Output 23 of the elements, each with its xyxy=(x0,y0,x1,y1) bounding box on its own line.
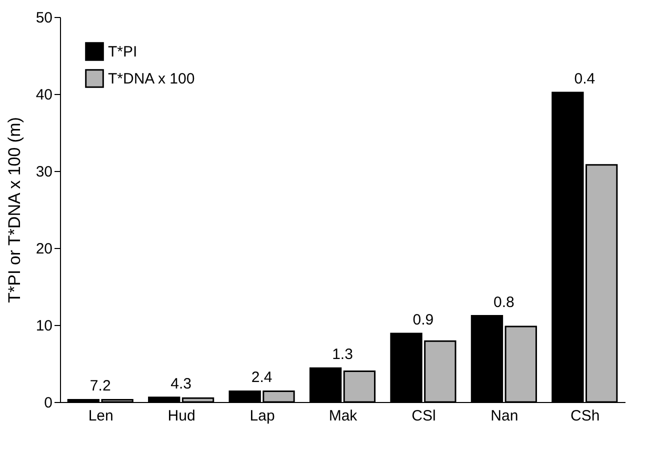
x-tick-label: Lap xyxy=(250,408,275,424)
x-tick-label: Nan xyxy=(490,408,518,424)
y-tick-label: 40 xyxy=(36,86,52,104)
annotation: 2.4 xyxy=(251,369,272,386)
y-tick-label: 10 xyxy=(36,318,52,334)
y-tick-label: 30 xyxy=(36,164,52,180)
y-tick-label: 20 xyxy=(36,240,52,258)
y-tick-label: 50 xyxy=(36,10,52,26)
annotation: 0.9 xyxy=(412,311,434,328)
annotation: 4.3 xyxy=(170,375,192,392)
y-tick-label: 0 xyxy=(44,394,52,412)
legend-label: T*DNA x 100 xyxy=(108,70,195,88)
x-tick-label: CSh xyxy=(570,408,600,424)
annotation: 0.4 xyxy=(574,70,596,88)
x-tick-label: Mak xyxy=(328,408,358,424)
x-tick-label: Len xyxy=(88,408,114,424)
legend-label: T*PI xyxy=(108,44,138,60)
x-tick-label: CSl xyxy=(412,408,436,424)
annotation: 1.3 xyxy=(332,346,353,364)
annotation: 7.2 xyxy=(90,378,111,395)
y-axis-title: T*PI or T*DNA x 100 (m) xyxy=(4,117,24,303)
x-tick-label: Hud xyxy=(168,408,196,424)
annotation: 0.8 xyxy=(494,294,514,311)
